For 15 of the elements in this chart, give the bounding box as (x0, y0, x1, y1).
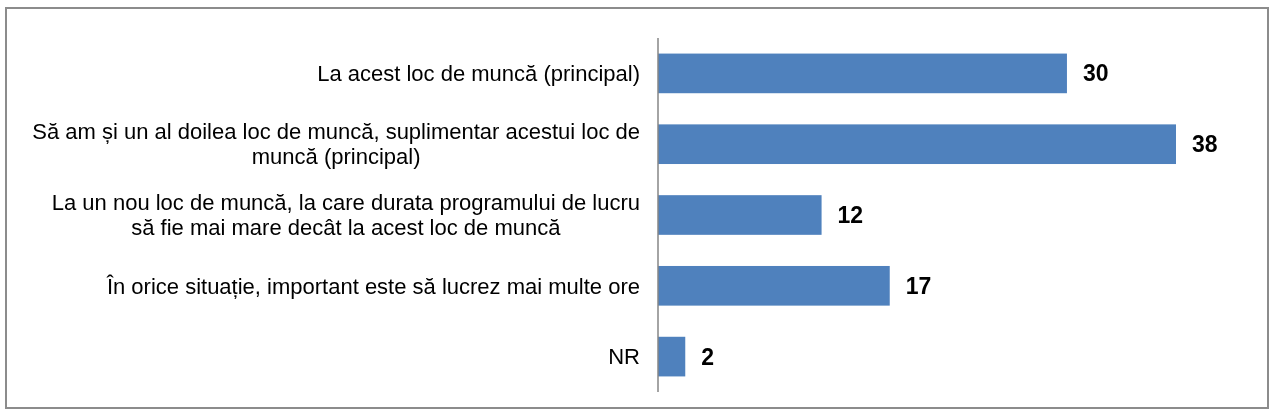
bar (658, 265, 890, 306)
bar (658, 53, 1067, 94)
y-tick-label: La acest loc de muncă (principal) (317, 61, 640, 87)
data-label: 12 (837, 202, 864, 229)
data-label: 30 (1082, 60, 1109, 87)
y-tick-label: NR (608, 344, 640, 370)
bar (658, 336, 686, 377)
data-label: 2 (701, 343, 715, 370)
y-tick-label: În orice situație, important este să lucrez mai multe ore (105, 273, 641, 299)
y-tick-label: Să am și un al doilea loc de muncă, suplimentar acestui loc de muncă (principal) (32, 119, 640, 170)
y-tick-label: La un nou loc de muncă, la care durata programului de lucru să fie mai mare decât la acest loc de muncă (51, 190, 640, 241)
data-label: 38 (1192, 131, 1218, 158)
data-label: 17 (905, 272, 932, 299)
bar (658, 195, 822, 235)
bar (658, 124, 1176, 165)
